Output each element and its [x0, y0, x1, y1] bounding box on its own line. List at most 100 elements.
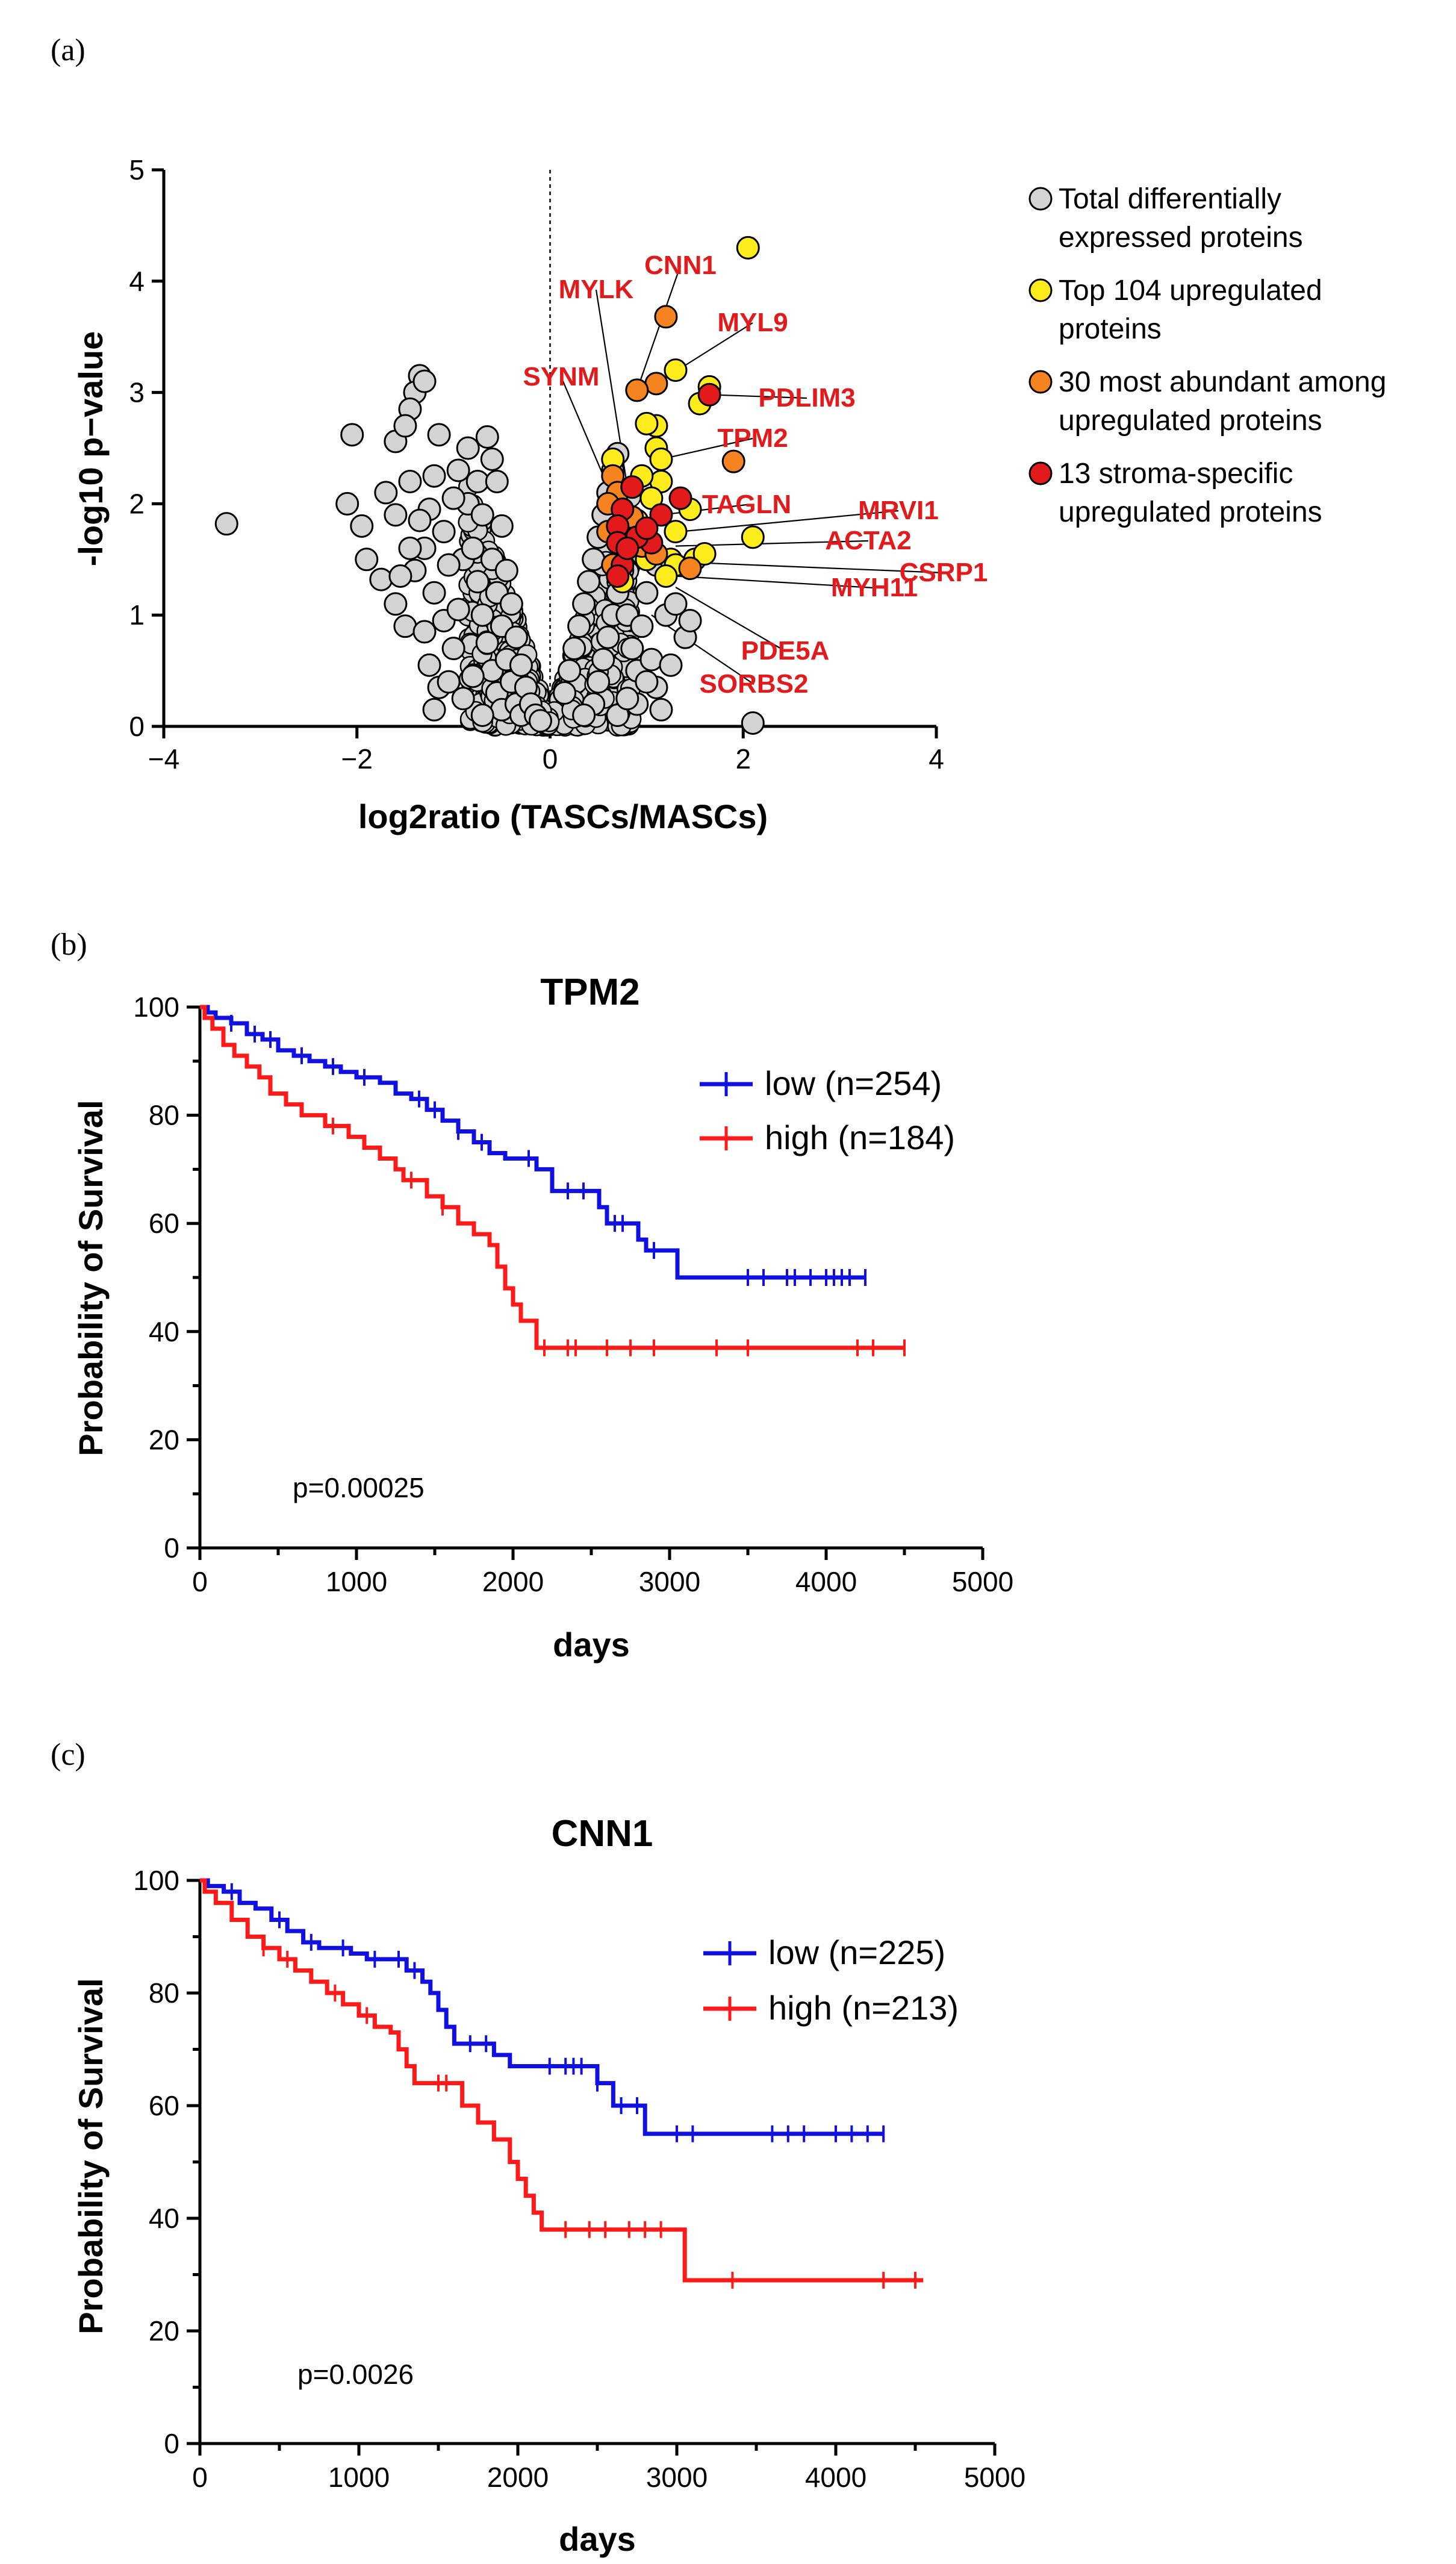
x-tick-label: 5000	[964, 2462, 1025, 2493]
gene-label: PDLIM3	[758, 383, 855, 413]
x-tick-label: 4	[929, 743, 944, 775]
data-point	[461, 664, 485, 688]
km1-x-axis-title: days	[553, 1626, 630, 1664]
gene-labels: CNN1 MYLK MYL9 SYNM PDLIM3 TPM2 TAGLN MRVI1ACTA…	[523, 251, 988, 699]
data-point	[606, 564, 630, 588]
data-point	[422, 581, 446, 605]
x-tick-label: 0	[192, 2462, 208, 2493]
km1-legend-low-label: low (n=254)	[765, 1064, 942, 1102]
data-point	[635, 516, 659, 540]
data-point	[692, 542, 717, 566]
y-tick-label: 60	[149, 2090, 179, 2121]
panel-letter-b: (b)	[51, 928, 87, 962]
data-point	[649, 503, 673, 527]
x-tick-label: 0	[543, 743, 558, 775]
km2-curves	[200, 1878, 924, 2289]
data-point	[417, 653, 441, 677]
data-point	[596, 625, 620, 649]
data-point	[412, 369, 437, 393]
x-axis-title: log2ratio (TASCs/MASCs)	[358, 797, 768, 835]
y-tick-label: 3	[129, 377, 145, 408]
data-point	[625, 378, 649, 402]
data-point	[509, 653, 533, 677]
km-plot-tpm2: TPM2 0 1000 2000 3000 4000 5000 0 20 40 60 80 100 d…	[72, 972, 1013, 1664]
data-point	[475, 631, 499, 655]
data-point	[437, 670, 461, 694]
data-point	[620, 475, 644, 499]
data-point	[340, 423, 364, 447]
data-point	[446, 597, 470, 622]
data-point	[582, 547, 606, 572]
annotation-leader	[651, 614, 754, 685]
gene-label: SYNM	[523, 362, 599, 391]
km2-p-value: p=0.0026	[297, 2359, 414, 2390]
data-point	[465, 570, 490, 594]
km1-y-axis-title: Probability of Survival	[72, 1100, 110, 1456]
km2-legend-high-label: high (n=213)	[768, 1989, 959, 2027]
data-point	[470, 703, 494, 728]
data-point	[451, 687, 475, 711]
data-point	[668, 486, 692, 510]
x-tick-label: 1000	[326, 1566, 387, 1597]
data-point	[664, 358, 688, 382]
data-point	[470, 603, 494, 627]
data-point	[620, 637, 644, 661]
legend-label: Top 104 upregulated	[1059, 275, 1322, 307]
data-point	[480, 447, 504, 471]
y-tick-label: 20	[149, 2315, 179, 2347]
x-tick-label: 0	[192, 1566, 208, 1597]
data-point	[635, 670, 659, 694]
data-point	[572, 592, 596, 616]
volcano-points	[214, 236, 765, 737]
data-point	[384, 503, 408, 527]
legend-marker	[1028, 187, 1053, 211]
gene-label: CNN1	[644, 251, 717, 280]
legend-label: 30 most abundant among	[1059, 366, 1386, 398]
data-point	[398, 469, 422, 493]
data-point	[461, 536, 485, 560]
data-point	[437, 553, 461, 577]
data-point	[504, 625, 528, 649]
gene-label: ACTA2	[825, 526, 911, 555]
gene-label: MRVI1	[858, 496, 939, 525]
data-point	[678, 608, 702, 632]
data-point	[630, 614, 654, 638]
survival-curve	[200, 1878, 924, 2283]
x-tick-label: 4000	[795, 1566, 857, 1597]
data-point	[615, 536, 639, 560]
y-tick-label: 2	[129, 488, 145, 519]
data-point	[388, 564, 412, 588]
data-point	[562, 637, 586, 661]
km1-legend: low (n=254) high (n=184)	[700, 1064, 955, 1156]
annotation-leader	[661, 437, 753, 460]
data-point	[398, 536, 422, 560]
panel-letter-a: (a)	[51, 33, 86, 67]
data-point	[369, 567, 393, 591]
legend-label: expressed proteins	[1059, 222, 1303, 254]
gene-label: MYLK	[559, 275, 634, 304]
data-point	[427, 423, 451, 447]
data-point	[214, 512, 238, 536]
data-point	[408, 508, 432, 532]
data-point	[374, 481, 398, 505]
gene-label: MYL9	[717, 308, 788, 337]
y-tick-label: 5	[129, 154, 145, 186]
data-point	[553, 681, 577, 705]
data-point	[384, 592, 408, 616]
data-point	[432, 520, 456, 544]
data-point	[678, 557, 702, 581]
x-tick-label: 4000	[805, 2462, 866, 2493]
y-tick-label: 80	[149, 1977, 179, 2009]
y-tick-label: 100	[133, 991, 179, 1023]
y-axis-title: -log10 p−value	[72, 331, 110, 567]
annotation-leader	[680, 510, 899, 532]
data-point	[644, 372, 668, 396]
km2-ticks: 0 1000 2000 3000 4000 5000 0 20 40 60 80 100	[133, 1865, 1025, 2493]
x-tick-label: 2000	[482, 1566, 544, 1597]
annotation-leader	[675, 575, 875, 589]
data-point	[635, 411, 659, 435]
data-point	[741, 711, 765, 735]
x-tick-label: 3000	[646, 2462, 708, 2493]
y-tick-label: 40	[149, 1316, 179, 1347]
y-tick-label: 0	[164, 1532, 179, 1564]
